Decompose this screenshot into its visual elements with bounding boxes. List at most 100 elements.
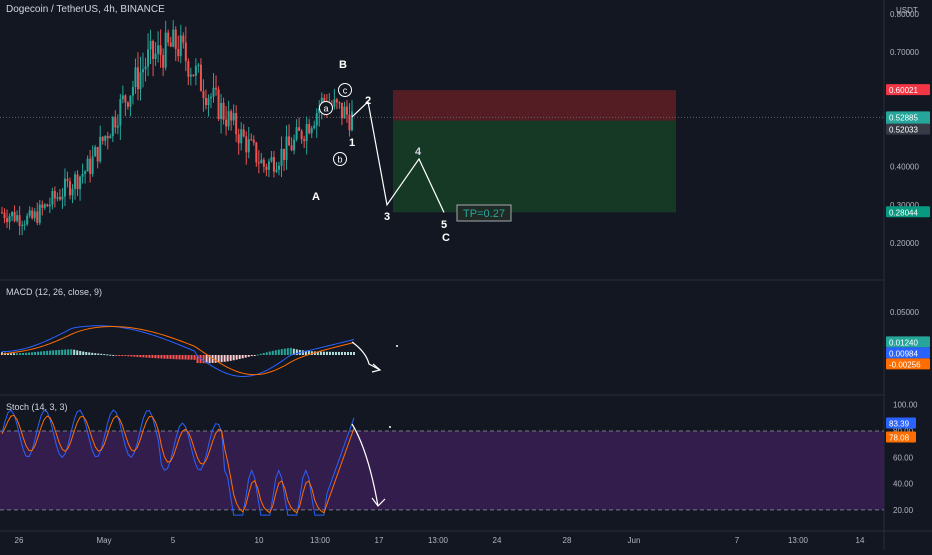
symbol-title: Dogecoin / TetherUS, 4h, BINANCE [6, 4, 165, 15]
price-label: 0.60021 [889, 86, 918, 95]
candle-body [305, 124, 308, 142]
candle-body [63, 178, 66, 197]
candle-body [280, 148, 283, 166]
currency-label: USDT [896, 6, 918, 15]
candle-body [157, 45, 160, 54]
candle-body [202, 91, 205, 99]
macd-histogram-bar [151, 355, 154, 358]
candle-body [338, 102, 341, 104]
macd-histogram-bar [79, 351, 82, 355]
time-tick: May [96, 536, 111, 545]
macd-histogram-bar [181, 355, 184, 360]
candle-body [79, 176, 82, 190]
macd-histogram-bar [169, 355, 172, 359]
candle-body [220, 102, 223, 120]
macd-histogram-bar [214, 355, 217, 363]
candle-body [18, 215, 21, 226]
candle-body [66, 178, 69, 182]
macd-histogram-bar [235, 355, 238, 360]
candle-body [172, 29, 175, 47]
candle-body [46, 204, 49, 207]
macd-histogram-bar [274, 350, 277, 355]
candle-body [247, 139, 250, 153]
stoch-band [0, 431, 884, 510]
candle-body [89, 158, 92, 174]
wave-label: 3 [384, 211, 390, 223]
macd-histogram-bar [286, 348, 289, 355]
macd-histogram-bar [88, 352, 91, 355]
stoch-tick: 60.00 [893, 453, 914, 462]
candle-body [26, 215, 29, 225]
stoch-projection-arrow [351, 423, 379, 507]
candle-body [340, 102, 343, 119]
candle-body [197, 64, 200, 66]
candle-body [116, 125, 119, 128]
macd-histogram-bar [322, 351, 325, 355]
macd-histogram-bar [205, 355, 208, 364]
price-tick: 0.70000 [890, 48, 919, 57]
macd-histogram-bar [82, 351, 85, 355]
candle-body [235, 113, 238, 135]
time-tick: 7 [735, 536, 740, 545]
macd-histogram-bar [187, 355, 190, 360]
macd-histogram-bar [76, 350, 79, 355]
price-label: 0.52885 [889, 113, 918, 122]
candle-body [104, 136, 107, 141]
macd-histogram-bar [160, 355, 163, 359]
candle-body [315, 113, 318, 126]
take-profit-zone [393, 120, 676, 213]
candle-body [114, 117, 117, 128]
candle-body [149, 40, 152, 50]
macd-histogram-bar [124, 355, 127, 356]
candle-body [23, 224, 26, 226]
candle-body [293, 139, 296, 151]
candle-body [36, 211, 39, 223]
price-tick: 0.30000 [890, 201, 919, 210]
stop-loss-zone [393, 90, 676, 121]
stoch-tick: 20.00 [893, 506, 914, 515]
macd-histogram-bar [346, 352, 349, 355]
candle-body [345, 106, 348, 115]
candle-body [154, 53, 157, 60]
tp-annotation-box [456, 204, 512, 222]
candle-body [237, 134, 240, 144]
candle-body [192, 74, 195, 76]
candle-body [159, 45, 162, 55]
candle-body [144, 66, 147, 70]
macd-histogram-bar [52, 350, 55, 355]
macd-histogram-bar [226, 355, 229, 362]
candle-body [169, 42, 172, 47]
macd-histogram-bar [109, 354, 112, 356]
time-tick: 26 [15, 536, 24, 545]
macd-histogram-bar [295, 349, 298, 355]
candle-body [177, 49, 180, 57]
candle-body [189, 74, 192, 77]
candle-body [61, 196, 64, 200]
candle-body [119, 99, 122, 126]
macd-histogram-bar [196, 355, 199, 364]
macd-histogram-bar [292, 348, 295, 355]
macd-histogram-bar [7, 353, 10, 355]
candle-body [199, 64, 202, 92]
candle-body [285, 136, 288, 160]
circled-wave-label: a [323, 104, 328, 114]
candle-body [76, 174, 79, 190]
candle-body [136, 67, 139, 90]
candle-body [147, 49, 150, 67]
macd-histogram-bar [268, 351, 271, 355]
candle-body [308, 124, 311, 134]
macd-histogram-bar [58, 349, 61, 355]
wave-label: 4 [415, 146, 422, 158]
macd-histogram-bar [244, 355, 247, 358]
macd-histogram-bar [229, 355, 232, 361]
circled-wave-marker [333, 152, 347, 166]
candle-body [126, 102, 129, 107]
candle-body [174, 29, 177, 50]
macd-histogram-bar [184, 355, 187, 360]
stoch-d-line [1, 414, 355, 514]
macd-histogram-bar [157, 355, 160, 359]
candle-body [250, 139, 253, 141]
macd-histogram-bar [172, 355, 175, 360]
macd-histogram-bar [238, 355, 241, 360]
